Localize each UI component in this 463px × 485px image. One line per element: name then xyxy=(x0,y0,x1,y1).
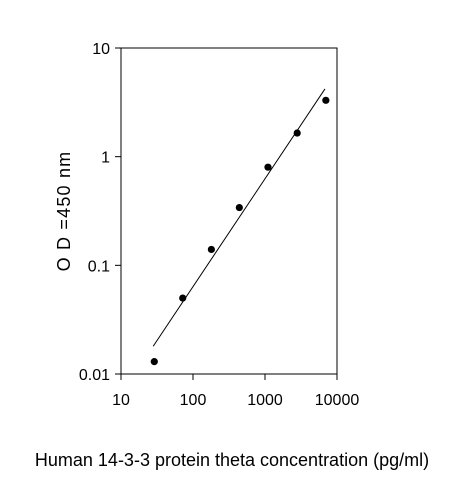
y-tick-label: 0.1 xyxy=(88,258,110,275)
data-point xyxy=(150,358,158,366)
data-point xyxy=(293,129,301,137)
x-tick-label: 1000 xyxy=(247,392,283,409)
y-tick-label: 0.01 xyxy=(79,367,110,384)
data-point xyxy=(264,163,272,171)
plot-frame xyxy=(120,47,338,375)
x-axis-title: Human 14-3-3 protein theta concentration… xyxy=(35,450,429,470)
data-point xyxy=(322,96,330,104)
y-axis: 0.01 0.1 1 10 xyxy=(79,41,121,384)
x-axis: 10 100 1000 10000 xyxy=(112,374,359,409)
y-tick-label: 10 xyxy=(92,41,110,58)
x-tick-label: 100 xyxy=(180,392,207,409)
data-point xyxy=(207,245,215,254)
y-tick-label: 1 xyxy=(101,150,110,167)
x-tick-label: 10000 xyxy=(315,392,360,409)
x-tick-label: 10 xyxy=(112,392,130,409)
y-axis-title: O D =450 nm xyxy=(54,151,74,272)
data-point xyxy=(235,203,243,212)
fit-line xyxy=(152,88,326,347)
fit-line-layer xyxy=(152,88,326,347)
data-points xyxy=(150,96,330,366)
data-point xyxy=(179,294,187,302)
